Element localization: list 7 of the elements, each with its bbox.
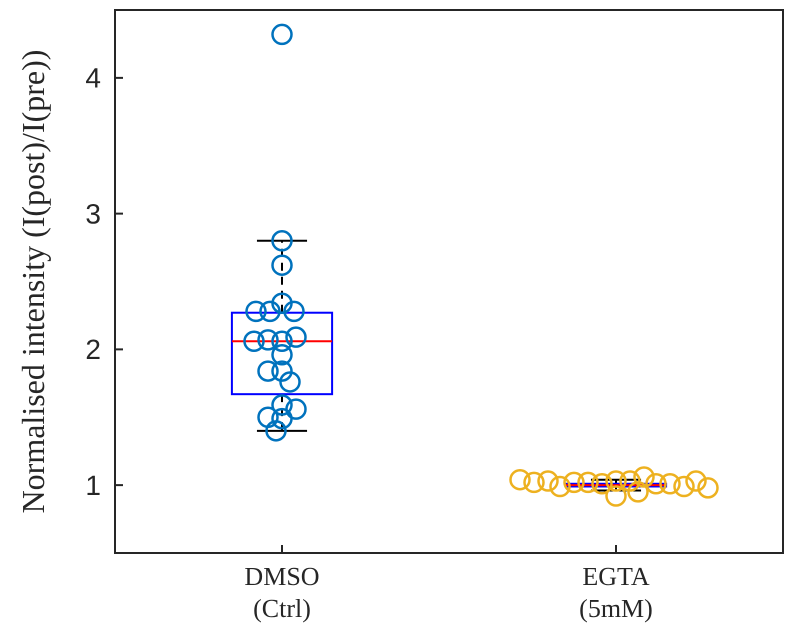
y-tick-label: 1 (85, 470, 101, 501)
x-tick-label: DMSO (Ctrl) (244, 562, 320, 623)
y-tick-label: 2 (85, 334, 101, 366)
y-tick-label: 4 (85, 62, 101, 94)
y-axis-title: Normalised intensity (I(post)/I(pre)) (15, 50, 51, 514)
y-tick-label: 3 (85, 198, 101, 230)
x-tick-label: EGTA (5mM) (579, 562, 653, 623)
